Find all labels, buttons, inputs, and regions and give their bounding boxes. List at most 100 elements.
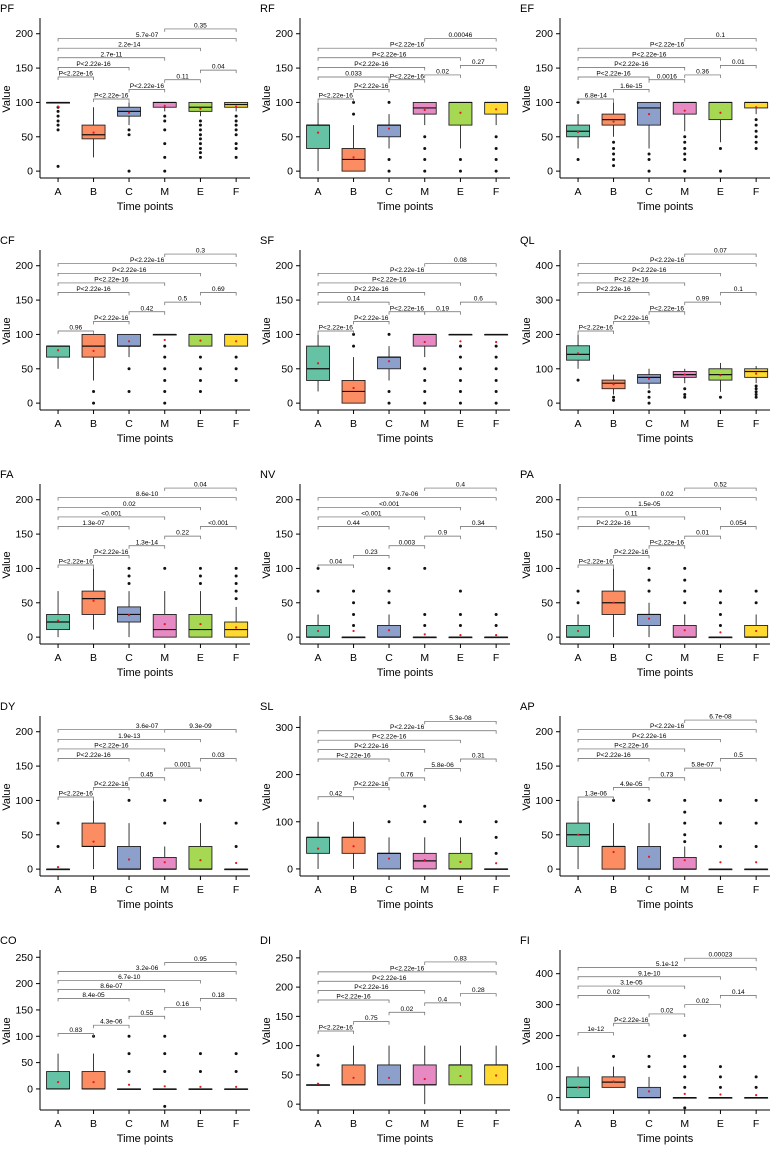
mean-point [755, 629, 758, 633]
outlier-point [92, 401, 96, 405]
x-tick-label: A [575, 884, 582, 896]
comparison-m-f: 0.00023 [684, 952, 757, 962]
comparison-c-m: 0.02 [648, 1007, 686, 1017]
box-iqr [448, 1064, 473, 1086]
x-tick-label: C [125, 652, 133, 664]
outlier-point [494, 169, 498, 173]
outlier-point [234, 114, 238, 118]
comparison-bracket [164, 535, 201, 540]
outlier-point [494, 835, 498, 839]
y-tick-label: 0 [547, 1092, 553, 1104]
mean-point [612, 601, 615, 604]
comparison-bracket [577, 748, 686, 752]
box-m [152, 333, 177, 405]
box-iqr [601, 846, 626, 870]
y-tick-label: 50 [281, 131, 293, 143]
box-m [672, 1034, 697, 1110]
comparison-m-e: 0.36 [684, 68, 721, 78]
outlier-point [352, 332, 356, 336]
mean-point [387, 1076, 391, 1079]
p-value-label: P<2.22e-16 [579, 559, 614, 566]
comparison-bracket [577, 506, 721, 511]
p-value-label: <0.001 [208, 520, 229, 527]
comparison-a-e: P<2.22e-16 [317, 276, 461, 286]
box-b [341, 332, 366, 404]
p-value-label: P<2.22e-16 [650, 539, 685, 546]
outlier-point [683, 821, 687, 825]
x-tick-label: M [420, 418, 429, 430]
comparison-bracket [577, 995, 650, 999]
p-value-label: P<2.22e-16 [94, 742, 129, 749]
mean-point [719, 861, 722, 864]
box-m [412, 333, 437, 405]
box-f [224, 101, 249, 159]
x-tick-label: M [160, 1118, 169, 1130]
comparison-a-b: P<2.22e-16 [57, 71, 94, 81]
x-tick-label: M [680, 1118, 689, 1130]
x-tick-label: F [493, 186, 499, 198]
comparison-bracket [577, 526, 650, 530]
outlier-point [163, 155, 167, 159]
outlier-point [234, 133, 238, 137]
comparison-e-f: 0.27 [460, 59, 497, 69]
mean-point [163, 622, 166, 626]
panel-dy: DY 0 50 100 150 200 A B C M E F Time points Value P<2.… [0, 701, 250, 911]
comparison-b-c: 1.6e-15 [613, 83, 650, 93]
p-value-label: P<2.22e-16 [596, 520, 631, 527]
comparison-a-e: P<2.22e-16 [317, 51, 461, 61]
comparison-a-c: P<2.22e-16 [57, 752, 130, 762]
x-tick-label: E [197, 884, 204, 896]
outlier-point [458, 378, 462, 382]
mean-point [647, 617, 651, 620]
box-c [377, 100, 401, 173]
outlier-point [127, 582, 131, 586]
x-axis-title: Time points [377, 201, 434, 213]
y-tick-label: 150 [15, 63, 33, 75]
comparison-a-f: 0.02 [577, 491, 757, 501]
x-tick-label: F [753, 186, 759, 198]
p-value-label: 0.27 [472, 59, 485, 66]
comparison-a-m: P<2.22e-16 [57, 276, 166, 286]
comparison-e-f: 0.6 [460, 296, 497, 306]
box-f [744, 798, 769, 871]
mean-point [647, 377, 651, 380]
comparison-bracket [200, 292, 237, 296]
mean-point [755, 372, 758, 375]
mean-point [683, 859, 686, 862]
x-tick-label: M [420, 884, 429, 896]
comparison-bracket [424, 961, 497, 965]
panel-title: DY [0, 701, 16, 713]
comparison-m-f: 0.07 [684, 248, 757, 258]
x-tick-label: B [90, 884, 97, 896]
outlier-point [163, 566, 167, 570]
y-tick-label: 50 [21, 597, 33, 609]
p-value-label: P<2.22e-16 [650, 305, 685, 312]
comparison-a-c: 8.4e-05 [57, 992, 130, 1002]
outlier-point [234, 1052, 238, 1056]
comparison-bracket [57, 748, 166, 752]
x-tick-label: E [457, 884, 464, 896]
outlier-point [56, 109, 60, 113]
outlier-point [458, 820, 462, 824]
box-e [188, 566, 213, 638]
comparison-bracket [164, 962, 237, 966]
comparison-a-c: 1.3e-07 [57, 520, 130, 530]
comparison-bracket [317, 330, 354, 334]
comparison-bracket [613, 787, 650, 791]
comparison-a-f: 8.6e-10 [57, 491, 237, 501]
panel-title: PA [520, 469, 535, 481]
comparison-bracket [648, 311, 686, 315]
y-tick-label: 0 [27, 864, 33, 876]
comparison-a-c: P<2.22e-16 [577, 752, 650, 762]
p-value-label: P<2.22e-16 [614, 549, 649, 556]
x-tick-label: C [125, 186, 133, 198]
outlier-point [423, 820, 427, 824]
comparison-bracket [164, 28, 237, 32]
outlier-point [718, 169, 722, 173]
p-value-label: 0.52 [714, 482, 727, 489]
p-value-label: P<2.22e-16 [632, 267, 667, 274]
mean-point [92, 599, 95, 602]
box-b [601, 798, 626, 870]
y-tick-label: 250 [275, 952, 293, 964]
outlier-point [56, 844, 60, 848]
